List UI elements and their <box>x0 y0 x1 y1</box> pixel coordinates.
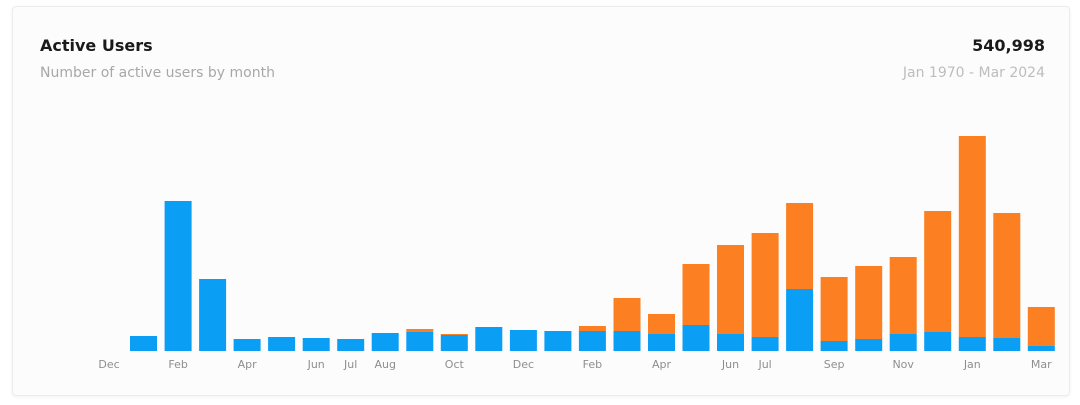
bar-blue-16 <box>648 334 675 351</box>
bar-orange-10 <box>440 334 468 335</box>
date-range: Jan 1970 - Mar 2024 <box>902 65 1045 81</box>
x-tick-label: Jun <box>721 358 739 371</box>
bar-orange-19 <box>751 233 779 337</box>
bar-blue-19 <box>751 337 779 351</box>
bar-orange-16 <box>648 314 675 334</box>
x-tick-label: Jul <box>343 358 357 371</box>
bar-orange-20 <box>786 203 814 289</box>
x-tick-label: Feb <box>168 358 187 371</box>
x-tick-label: Dec <box>513 358 534 371</box>
bar-blue-8 <box>371 333 399 351</box>
total-users-value: 540,998 <box>972 36 1045 55</box>
x-tick-label: Jun <box>307 358 325 371</box>
bar-orange-22 <box>855 266 883 339</box>
bar-blue-22 <box>855 339 883 351</box>
bar-blue-6 <box>302 338 330 351</box>
bar-orange-9 <box>406 329 434 332</box>
bar-blue-23 <box>889 334 917 351</box>
bar-blue-15 <box>613 331 641 351</box>
bar-blue-10 <box>440 335 468 351</box>
bar-blue-20 <box>786 289 814 351</box>
bar-blue-26 <box>993 338 1021 351</box>
x-tick-label: Mar <box>1031 358 1052 371</box>
bar-blue-18 <box>717 334 744 351</box>
bar-blue-13 <box>544 331 572 351</box>
bar-orange-27 <box>1027 307 1055 346</box>
bar-orange-26 <box>993 213 1021 338</box>
bar-blue-9 <box>406 332 434 351</box>
x-tick-label: Oct <box>445 358 465 371</box>
card-title: Active Users <box>40 36 153 55</box>
x-tick-label: Dec <box>98 358 119 371</box>
bar-blue-3 <box>199 279 227 351</box>
x-tick-label: Nov <box>892 358 914 371</box>
x-tick-label: Aug <box>374 358 395 371</box>
bar-orange-15 <box>613 298 641 331</box>
bar-blue-25 <box>958 337 986 351</box>
bar-orange-21 <box>820 277 848 341</box>
bar-blue-17 <box>682 325 710 351</box>
active-users-card: Active Users Number of active users by m… <box>12 6 1070 396</box>
bar-blue-11 <box>475 327 503 351</box>
bar-orange-23 <box>889 257 917 334</box>
x-tick-label: Apr <box>238 358 258 371</box>
x-tick-label: Jan <box>963 358 981 371</box>
x-tick-label: Jul <box>757 358 771 371</box>
x-tick-label: Apr <box>652 358 672 371</box>
bar-blue-14 <box>578 331 606 351</box>
x-tick-label: Feb <box>583 358 602 371</box>
bar-blue-1 <box>130 336 157 351</box>
bar-blue-12 <box>509 330 537 351</box>
bar-orange-24 <box>924 211 952 332</box>
bar-blue-2 <box>164 201 192 351</box>
bar-blue-4 <box>233 339 261 351</box>
card-subtitle: Number of active users by month <box>40 65 275 81</box>
bar-blue-7 <box>337 339 365 351</box>
bar-blue-21 <box>820 341 848 351</box>
x-tick-label: Sep <box>824 358 845 371</box>
bar-orange-14 <box>578 326 606 331</box>
active-users-bar-chart: Dec Feb Apr Jun Jul Aug Oct Dec Feb Apr Jun Jul Sep N… <box>98 136 1055 371</box>
bar-blue-24 <box>924 332 952 351</box>
bar-blue-27 <box>1027 346 1055 351</box>
bar-orange-17 <box>682 264 710 325</box>
bar-orange-25 <box>958 136 986 337</box>
bar-orange-18 <box>717 245 744 334</box>
bar-blue-5 <box>268 337 296 351</box>
